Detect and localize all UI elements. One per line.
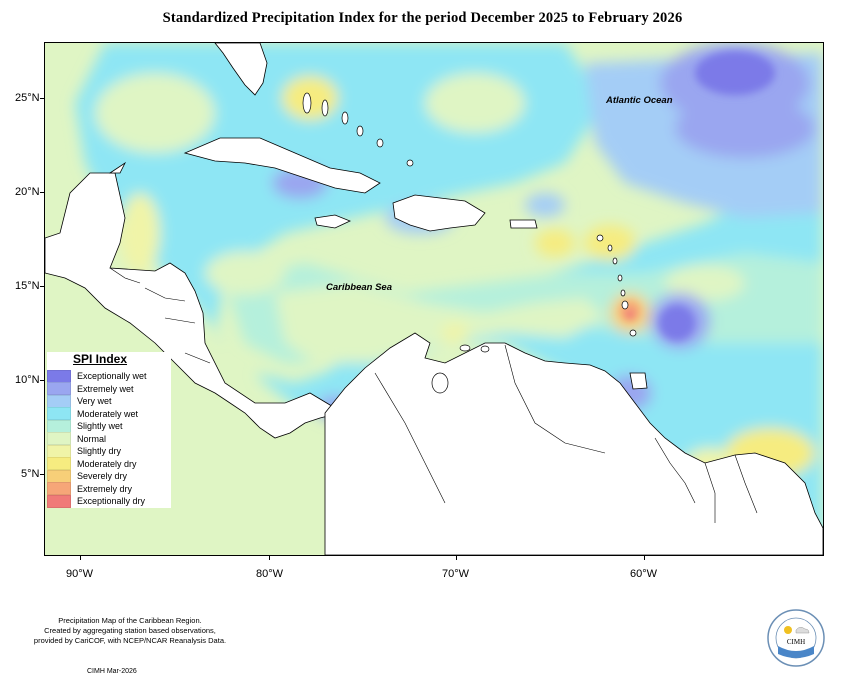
legend-swatch [47, 419, 71, 433]
legend-swatch [47, 444, 71, 458]
lon-label-60w: 60°W [630, 568, 658, 580]
legend-label: Slightly wet [77, 421, 123, 432]
legend-item: Moderately dry [47, 457, 171, 471]
legend-swatch [47, 394, 71, 408]
legend-item: Moderately wet [47, 407, 171, 421]
land-masses [45, 43, 823, 555]
legend-item: Slightly dry [47, 444, 171, 458]
spi-legend: SPI Index Exceptionally wet Extremely wet… [47, 352, 171, 508]
lat-label-10n: 10°N [15, 374, 40, 386]
footnote-line-3: provided by CariCOF, with NCEP/NCAR Rean… [33, 636, 227, 645]
legend-swatch [47, 369, 71, 383]
legend-swatch [47, 457, 71, 471]
cimh-logo: CIMH [766, 608, 826, 668]
lat-tick [40, 192, 44, 193]
legend-swatch [47, 482, 71, 496]
legend-item: Extremely dry [47, 482, 171, 496]
legend-swatch [47, 494, 71, 508]
credit-text: CIMH Mar-2026 [87, 668, 137, 675]
lon-tick [269, 555, 270, 560]
legend-item: Severely dry [47, 469, 171, 483]
legend-item: Normal [47, 432, 171, 446]
legend-label: Extremely dry [77, 483, 133, 494]
legend-label: Moderately dry [77, 458, 137, 469]
lat-tick [40, 380, 44, 381]
spi-map-canvas [45, 43, 823, 555]
legend-item: Slightly wet [47, 419, 171, 433]
legend-swatch [47, 382, 71, 396]
legend-label: Extremely wet [77, 383, 134, 394]
caribbean-sea-label: Caribbean Sea [326, 282, 392, 293]
lat-label-15n: 15°N [15, 280, 40, 292]
legend-label: Very wet [77, 396, 112, 407]
lat-label-5n: 5°N [21, 468, 40, 480]
country-borders [109, 267, 758, 523]
footnote-line-2: Created by aggregating station based obs… [44, 626, 216, 635]
legend-label: Exceptionally wet [77, 371, 147, 382]
lon-tick [456, 555, 457, 560]
lon-label-90w: 90°W [66, 568, 94, 580]
atlantic-ocean-label: Atlantic Ocean [606, 95, 673, 106]
legend-swatch [47, 469, 71, 483]
legend-item: Very wet [47, 394, 171, 408]
legend-label: Moderately wet [77, 408, 139, 419]
small-islands [302, 92, 637, 394]
legend-rows: Exceptionally wet Extremely wet Very wet Mo… [47, 369, 171, 508]
lat-label-25n: 25°N [15, 92, 40, 104]
legend-label: Normal [77, 433, 107, 444]
legend-title: SPI Index [73, 352, 128, 366]
lon-label-70w: 70°W [442, 568, 470, 580]
lon-tick [80, 555, 81, 560]
lat-tick [40, 286, 44, 287]
legend-label: Exceptionally dry [77, 496, 146, 507]
legend-label: Slightly dry [77, 446, 122, 457]
legend-item: Exceptionally wet [47, 369, 171, 383]
legend-swatch [47, 407, 71, 421]
legend-item: Exceptionally dry [47, 494, 171, 508]
logo-text: CIMH [787, 638, 805, 646]
footnote: Precipitation Map of the Caribbean Regio… [10, 616, 250, 646]
lat-label-20n: 20°N [15, 186, 40, 198]
legend-swatch [47, 432, 71, 446]
legend-label: Severely dry [77, 471, 128, 482]
footnote-line-1: Precipitation Map of the Caribbean Regio… [58, 616, 202, 625]
lon-tick [644, 555, 645, 560]
legend-item: Extremely wet [47, 382, 171, 396]
lat-tick [40, 98, 44, 99]
map-title: Standardized Precipitation Index for the… [162, 10, 683, 26]
lon-label-80w: 80°W [256, 568, 284, 580]
spi-map [44, 42, 824, 556]
lat-tick [40, 474, 44, 475]
